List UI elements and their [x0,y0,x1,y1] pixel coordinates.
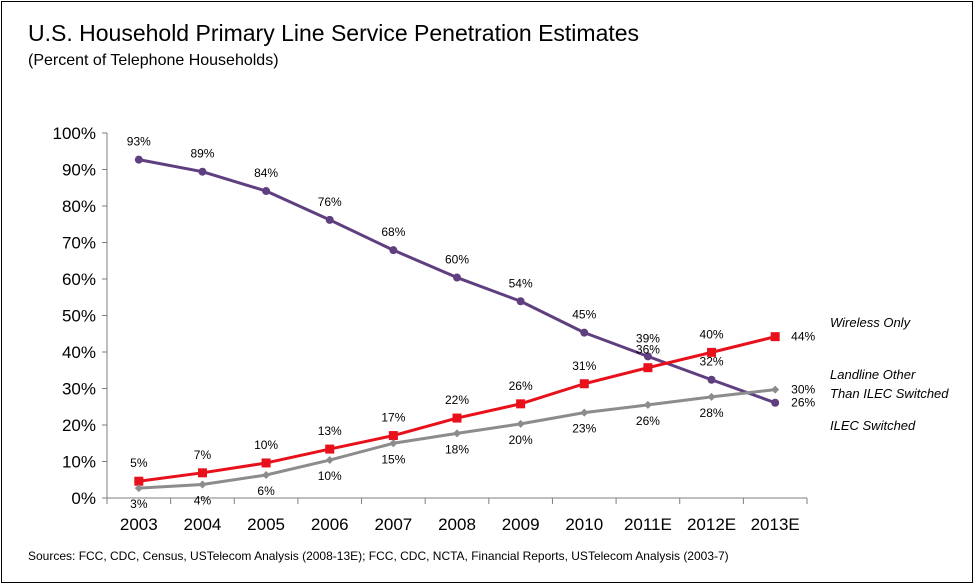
chart-source-note: Sources: FCC, CDC, Census, USTelecom Ana… [28,549,729,563]
data-point-landline_other [707,392,716,401]
data-point-wireless [579,379,589,389]
data-point-wireless [452,413,462,423]
data-point-wireless [770,332,780,342]
data-label-landline_other: 4% [194,493,212,507]
data-point-landline_other [453,429,461,438]
data-label-ilec: 84% [254,166,278,180]
data-label-ilec: 60% [445,253,469,267]
data-label-ilec: 93% [127,135,151,149]
data-point-wireless [261,458,271,468]
legend-entry-wireless: Wireless Only [830,315,912,330]
y-tick-label: 80% [62,197,96,216]
x-tick-label: 2005 [247,515,285,534]
y-tick-label: 70% [62,234,96,253]
data-point-landline_other [262,471,271,480]
data-label-wireless: 36% [636,343,660,357]
data-point-landline_other [198,480,207,489]
data-point-ilec [453,273,461,282]
data-label-wireless: 31% [572,359,596,373]
x-tick-label: 2009 [502,515,540,534]
data-label-ilec: 26% [791,396,815,410]
x-tick-label: 2011E [624,515,672,534]
data-point-ilec [134,155,143,164]
data-point-wireless [707,347,717,357]
data-point-landline_other [771,385,780,394]
data-point-landline_other [134,484,143,493]
x-tick-label: 2004 [184,515,222,534]
data-label-landline_other: 6% [257,484,275,498]
x-tick-label: 2013E [751,515,800,534]
data-point-landline_other [643,400,652,409]
data-point-landline_other [580,408,589,417]
data-label-landline_other: 23% [572,422,596,436]
data-point-ilec [707,375,716,384]
legend-entry-landline_other: Landline Other [830,367,916,382]
data-label-landline_other: 10% [318,469,342,483]
series-line-wireless [138,335,776,483]
data-label-wireless: 7% [194,448,212,462]
legend-entry-landline_other: Than ILEC Switched [830,386,949,401]
x-tick-label: 2012E [687,515,736,534]
data-label-wireless: 40% [700,327,724,341]
data-point-ilec [516,297,525,306]
data-label-ilec: 76% [318,195,342,209]
data-point-ilec [771,398,780,407]
data-label-ilec: 89% [190,147,214,161]
y-tick-label: 50% [62,307,96,326]
data-point-wireless [643,363,653,373]
data-label-ilec: 54% [509,276,533,290]
data-point-ilec [643,352,652,361]
x-tick-label: 2008 [438,515,476,534]
data-point-ilec [389,246,398,255]
data-label-landline_other: 3% [130,497,148,511]
x-tick-label: 2003 [120,515,158,534]
y-tick-label: 60% [62,270,96,289]
y-tick-label: 100% [53,124,96,143]
data-label-wireless: 26% [509,379,533,393]
data-point-landline_other [389,439,398,448]
data-point-landline_other [325,456,334,465]
data-label-landline_other: 15% [381,452,405,466]
data-point-wireless [134,476,144,486]
data-label-ilec: 39% [636,331,660,345]
data-point-ilec [580,328,589,337]
data-point-wireless [325,444,335,454]
data-label-wireless: 22% [445,393,469,407]
y-tick-label: 20% [62,416,96,435]
data-point-ilec [325,215,334,224]
data-label-wireless: 10% [254,438,278,452]
y-tick-label: 40% [62,343,96,362]
data-point-landline_other [516,419,525,428]
chart-title: U.S. Household Primary Line Service Pene… [28,20,640,46]
data-label-wireless: 17% [381,411,405,425]
data-label-ilec: 68% [381,225,405,239]
y-tick-label: 0% [71,489,96,508]
data-point-wireless [516,399,526,409]
y-tick-label: 30% [62,380,96,399]
y-tick-label: 90% [62,161,96,180]
data-label-landline_other: 20% [509,433,533,447]
data-label-wireless: 13% [318,424,342,438]
data-label-landline_other: 26% [636,414,660,428]
x-tick-label: 2007 [374,515,412,534]
data-point-ilec [198,167,207,176]
data-label-landline_other: 30% [791,383,815,397]
data-label-ilec: 32% [700,355,724,369]
data-label-wireless: 44% [791,330,815,344]
data-label-wireless: 5% [130,456,148,470]
data-label-landline_other: 18% [445,442,469,456]
x-tick-label: 2006 [311,515,349,534]
data-point-wireless [388,431,398,441]
chart-subtitle: (Percent of Telephone Households) [28,52,279,69]
data-label-ilec: 45% [572,308,596,322]
y-tick-label: 10% [62,453,96,472]
data-point-wireless [197,468,207,478]
x-tick-label: 2010 [565,515,603,534]
data-label-landline_other: 28% [700,406,724,420]
legend-entry-ilec: ILEC Switched [830,418,916,433]
data-point-ilec [262,187,271,196]
